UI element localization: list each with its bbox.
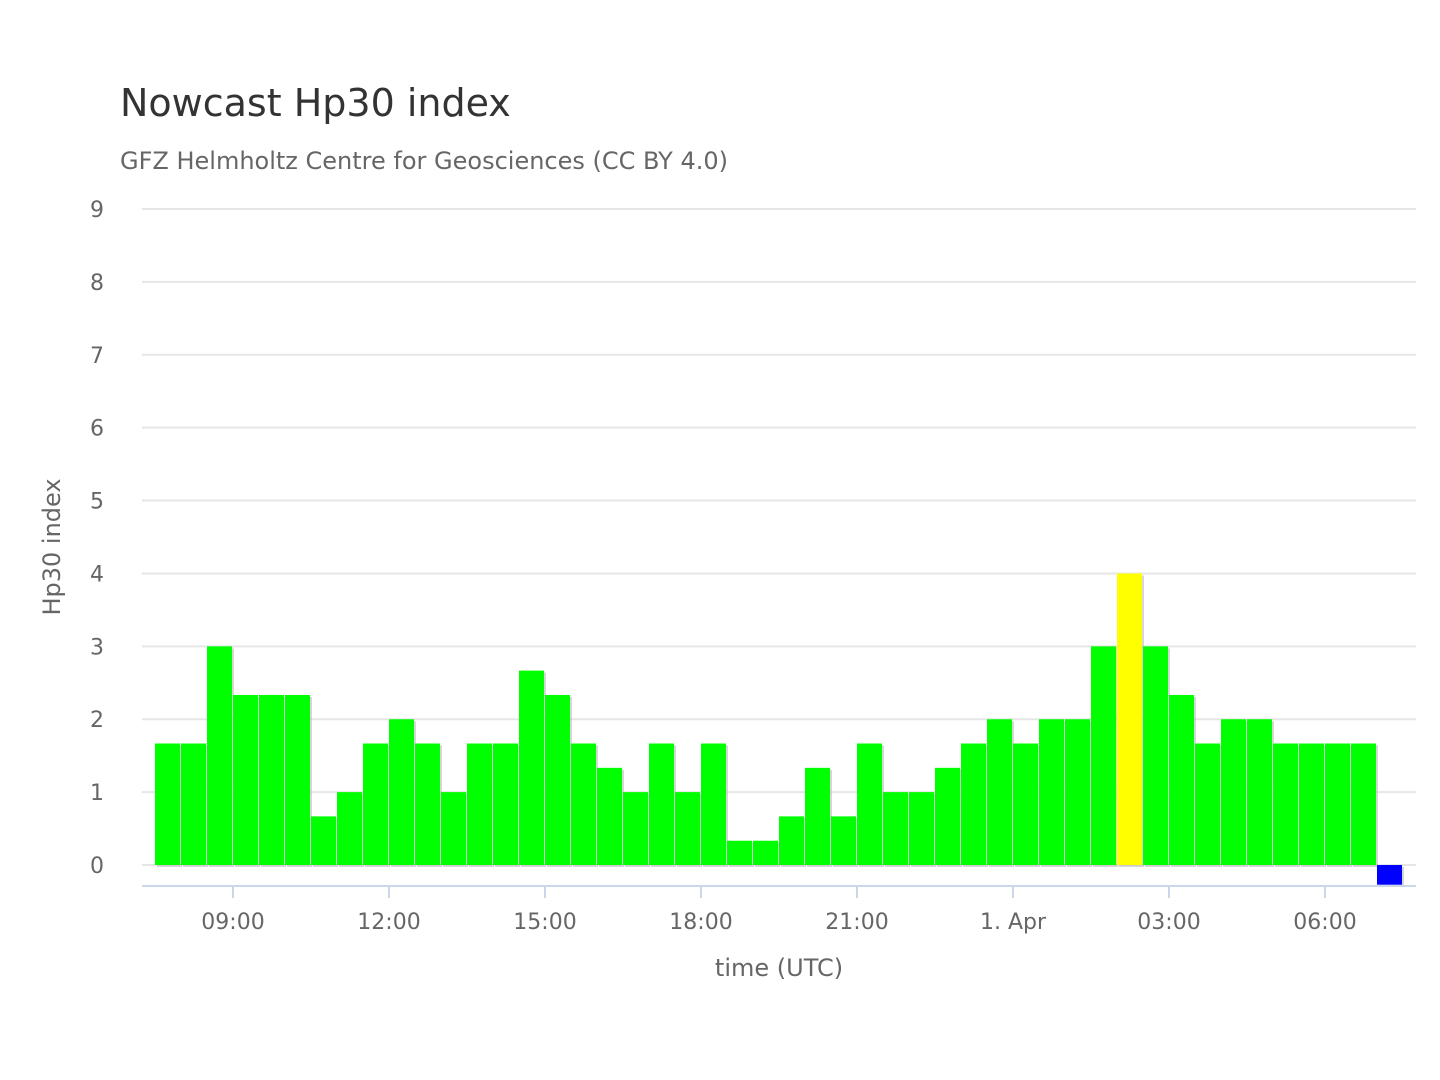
bar — [233, 694, 258, 865]
x-tick-label: 09:00 — [201, 910, 264, 935]
bar — [1221, 719, 1246, 865]
bar — [857, 743, 882, 865]
bar — [1351, 743, 1376, 865]
bar — [1117, 573, 1142, 865]
y-tick-label: 9 — [90, 198, 104, 223]
y-axis-ticks: 0 1 2 3 4 5 6 7 8 9 — [90, 198, 104, 879]
chart-subtitle: GFZ Helmholtz Centre for Geosciences (CC… — [120, 147, 728, 175]
bar — [363, 743, 388, 865]
chart-title: Nowcast Hp30 index — [120, 81, 511, 125]
bar — [311, 816, 336, 865]
bar — [935, 767, 960, 865]
x-tick-label: 18:00 — [669, 910, 732, 935]
bar — [597, 767, 622, 865]
x-tick-label: 12:00 — [357, 910, 420, 935]
bar — [415, 743, 440, 865]
bar — [337, 792, 362, 865]
bar — [649, 743, 674, 865]
y-tick-label: 5 — [90, 490, 104, 515]
bar — [155, 743, 180, 865]
x-tick-label: 06:00 — [1293, 910, 1356, 935]
bar — [909, 792, 934, 865]
bar — [493, 743, 518, 865]
y-tick-label: 4 — [90, 562, 104, 587]
y-tick-label: 2 — [90, 708, 104, 733]
bar — [389, 719, 414, 865]
x-tick-label: 15:00 — [513, 910, 576, 935]
bar — [285, 694, 310, 865]
bar — [623, 792, 648, 865]
bar — [831, 816, 856, 865]
x-tick-label: 03:00 — [1137, 910, 1200, 935]
bar — [1013, 743, 1038, 865]
bar — [883, 792, 908, 865]
y-tick-label: 0 — [90, 854, 104, 879]
bar — [259, 694, 284, 865]
bar — [1325, 743, 1350, 865]
bar — [1377, 865, 1402, 885]
bar — [1273, 743, 1298, 865]
y-tick-label: 7 — [90, 344, 104, 369]
bar — [1195, 743, 1220, 865]
bar — [207, 646, 232, 865]
bar — [961, 743, 986, 865]
bar — [1299, 743, 1324, 865]
bar — [987, 719, 1012, 865]
bar — [1065, 719, 1090, 865]
bar — [805, 767, 830, 865]
bar — [1169, 694, 1194, 865]
x-axis-title: time (UTC) — [715, 954, 843, 982]
bar — [519, 670, 544, 865]
x-axis-ticks: 09:00 12:00 15:00 18:00 21:00 1. Apr 03:00 06:0… — [201, 886, 1357, 935]
bar — [1091, 646, 1116, 865]
bar — [181, 743, 206, 865]
bar — [441, 792, 466, 865]
bar — [779, 816, 804, 865]
bar — [727, 840, 752, 865]
bar — [753, 840, 778, 865]
bar — [1143, 646, 1168, 865]
x-tick-label: 1. Apr — [980, 910, 1047, 935]
y-tick-label: 8 — [90, 271, 104, 296]
bar — [467, 743, 492, 865]
y-tick-label: 1 — [90, 781, 104, 806]
bar — [545, 694, 570, 865]
bar — [1247, 719, 1272, 865]
x-tick-label: 21:00 — [825, 910, 888, 935]
y-axis-title: Hp30 index — [38, 478, 66, 615]
y-tick-label: 3 — [90, 635, 104, 660]
bar — [701, 743, 726, 865]
bars — [155, 573, 1404, 887]
bar — [1039, 719, 1064, 865]
bar — [571, 743, 596, 865]
y-tick-label: 6 — [90, 417, 104, 442]
bar — [675, 792, 700, 865]
